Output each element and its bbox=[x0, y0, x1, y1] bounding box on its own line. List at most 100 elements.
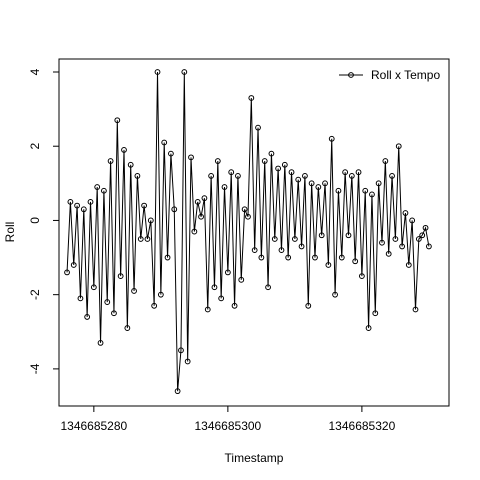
data-point bbox=[315, 184, 322, 190]
data-point bbox=[194, 198, 201, 205]
y-tick-label: -2 bbox=[28, 289, 42, 300]
data-point bbox=[241, 206, 248, 213]
y-tick-label: 0 bbox=[28, 217, 42, 224]
data-point bbox=[100, 187, 107, 194]
data-point bbox=[281, 161, 288, 168]
data-point bbox=[372, 310, 379, 317]
plot-frame bbox=[58, 58, 450, 407]
data-point bbox=[385, 250, 392, 257]
data-point bbox=[332, 291, 338, 298]
data-point bbox=[157, 291, 164, 298]
data-point bbox=[328, 135, 335, 142]
series-line bbox=[66, 71, 430, 392]
data-point bbox=[221, 184, 228, 190]
data-point bbox=[375, 180, 382, 187]
data-point bbox=[224, 269, 231, 276]
data-point bbox=[261, 158, 268, 164]
data-point bbox=[198, 213, 204, 220]
data-point bbox=[228, 169, 235, 176]
data-point bbox=[255, 124, 261, 131]
legend-label: Roll x Tempo bbox=[371, 68, 440, 82]
y-tick-label: -4 bbox=[28, 363, 42, 374]
data-point bbox=[131, 288, 137, 294]
x-tick-label: 1346685280 bbox=[60, 419, 127, 433]
data-point bbox=[201, 195, 208, 202]
data-point bbox=[134, 173, 141, 179]
data-point bbox=[425, 243, 432, 250]
data-point bbox=[362, 187, 369, 194]
data-point bbox=[358, 273, 365, 280]
data-point bbox=[288, 169, 295, 176]
data-point bbox=[188, 154, 194, 161]
data-point bbox=[147, 217, 154, 224]
data-point bbox=[174, 388, 181, 395]
data-point bbox=[295, 176, 302, 183]
data-point bbox=[141, 202, 148, 209]
data-point bbox=[137, 236, 144, 242]
data-point bbox=[342, 169, 349, 176]
data-point bbox=[181, 69, 188, 75]
data-point bbox=[111, 310, 117, 317]
data-point bbox=[265, 284, 271, 291]
data-point bbox=[97, 340, 104, 346]
data-point bbox=[127, 161, 134, 168]
data-point bbox=[419, 232, 426, 239]
data-point bbox=[415, 236, 422, 242]
data-point bbox=[355, 169, 362, 176]
data-point bbox=[268, 150, 275, 157]
data-point bbox=[87, 198, 94, 205]
data-point bbox=[305, 302, 312, 309]
data-point bbox=[84, 314, 91, 320]
data-point bbox=[171, 206, 178, 213]
data-point bbox=[318, 232, 325, 239]
data-point bbox=[121, 147, 127, 153]
data-point bbox=[409, 217, 416, 224]
data-point bbox=[231, 302, 238, 309]
data-point bbox=[392, 236, 399, 242]
data-point bbox=[191, 228, 198, 235]
data-point bbox=[258, 254, 265, 261]
data-point bbox=[251, 247, 258, 254]
data-point bbox=[308, 180, 315, 187]
data-point bbox=[104, 299, 111, 305]
data-point bbox=[352, 258, 359, 265]
y-tick-label: 2 bbox=[28, 143, 42, 150]
data-point bbox=[379, 239, 385, 246]
data-point bbox=[77, 295, 84, 302]
data-point bbox=[124, 325, 131, 331]
data-point bbox=[399, 243, 405, 250]
data-point bbox=[365, 325, 372, 331]
data-point bbox=[405, 262, 412, 268]
data-point bbox=[117, 273, 124, 280]
data-point bbox=[312, 254, 318, 261]
data-point bbox=[144, 236, 151, 242]
data-point bbox=[94, 184, 101, 190]
data-point bbox=[164, 254, 171, 261]
data-point bbox=[114, 117, 121, 124]
data-point bbox=[278, 247, 285, 254]
legend-marker bbox=[348, 72, 354, 78]
data-point bbox=[90, 284, 97, 291]
data-point bbox=[178, 347, 184, 354]
data-point bbox=[271, 236, 278, 242]
data-point bbox=[335, 187, 342, 194]
data-point bbox=[168, 150, 174, 157]
data-point bbox=[204, 306, 211, 313]
data-point bbox=[338, 254, 345, 261]
data-point bbox=[80, 206, 87, 213]
data-point bbox=[235, 173, 241, 179]
data-point bbox=[211, 284, 218, 291]
data-point bbox=[67, 198, 74, 205]
data-point bbox=[275, 165, 282, 172]
data-point bbox=[154, 69, 161, 75]
data-point bbox=[322, 180, 328, 187]
data-point bbox=[412, 306, 419, 313]
x-axis-label: Timestamp bbox=[225, 451, 284, 465]
data-point bbox=[64, 269, 70, 276]
data-point bbox=[382, 158, 389, 164]
data-point bbox=[184, 358, 191, 365]
data-point bbox=[238, 276, 245, 283]
data-point bbox=[248, 95, 255, 101]
data-point bbox=[395, 143, 402, 150]
